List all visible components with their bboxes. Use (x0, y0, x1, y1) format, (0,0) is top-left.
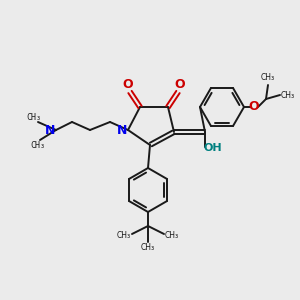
Text: O: O (175, 79, 185, 92)
Text: CH₃: CH₃ (165, 232, 179, 241)
Text: CH₃: CH₃ (117, 232, 131, 241)
Text: CH₃: CH₃ (26, 112, 41, 122)
Text: CH₃: CH₃ (141, 244, 155, 253)
Text: O: O (249, 100, 259, 112)
Text: O: O (123, 79, 133, 92)
Text: OH: OH (204, 143, 222, 153)
Text: N: N (45, 124, 55, 136)
Text: N: N (117, 124, 127, 136)
Text: CH₃: CH₃ (261, 74, 275, 82)
Text: CH₃: CH₃ (31, 142, 46, 151)
Text: CH₃: CH₃ (281, 91, 295, 100)
